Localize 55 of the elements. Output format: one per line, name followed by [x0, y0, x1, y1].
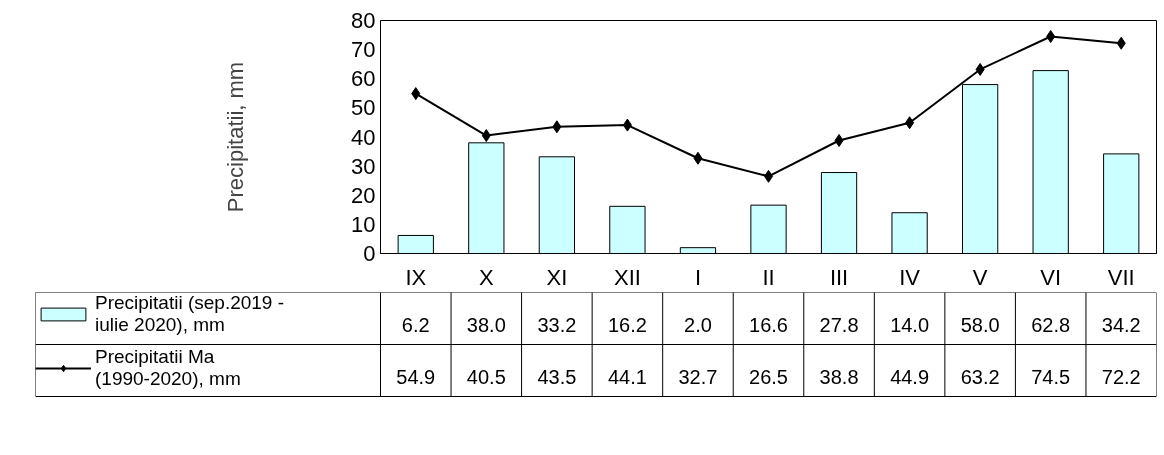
data-label: 2.0: [684, 313, 712, 336]
point: [693, 151, 703, 165]
x-tick-label: XI: [546, 264, 568, 290]
x-tick-label: VII: [1107, 264, 1135, 290]
point: [552, 120, 562, 134]
legend-label: Precipitatii Ma (1990-2020), mm: [95, 346, 241, 390]
data-label: 33.2: [537, 313, 577, 336]
data-label: 16.2: [607, 313, 647, 336]
x-tick-label: XII: [613, 264, 641, 290]
data-label: 44.9: [890, 365, 930, 388]
point: [975, 62, 985, 76]
data-label: 38.0: [466, 313, 506, 336]
y-tick-label: 50: [351, 95, 376, 121]
x-tick-label: V: [972, 264, 988, 290]
point: [481, 129, 491, 143]
x-tick-label: IV: [899, 264, 921, 290]
y-tick-label: 10: [351, 211, 376, 237]
data-label: 6.2: [401, 313, 430, 336]
data-label: 27.8: [819, 313, 859, 336]
data-label: 34.2: [1101, 313, 1141, 336]
x-tick-label: II: [762, 264, 775, 290]
y-tick-label: 80: [351, 8, 376, 33]
data-label: 63.2: [960, 365, 1000, 388]
point: [834, 133, 844, 147]
y-tick-label: 30: [351, 153, 376, 179]
data-label: 44.1: [607, 365, 647, 388]
y-tick-label: 0: [363, 241, 376, 266]
data-label: 58.0: [960, 313, 1000, 336]
y-tick-label: 70: [351, 37, 376, 63]
point: [1116, 36, 1126, 50]
data-label: 54.9: [396, 365, 436, 388]
data-label: 38.8: [819, 365, 859, 388]
data-label: 72.2: [1101, 365, 1141, 388]
data-label: 14.0: [890, 313, 930, 336]
legend-label: Precipitatii (sep.2019 - iulie 2020), mm: [95, 292, 285, 336]
y-tick-label: 40: [351, 124, 376, 150]
data-label: 62.8: [1031, 313, 1071, 336]
point: [905, 116, 915, 130]
y-axis-title: Precipitatii, mm: [223, 61, 249, 213]
data-label: 43.5: [537, 365, 577, 388]
y-tick-label: 60: [351, 66, 376, 92]
x-tick-label: I: [694, 264, 702, 290]
x-tick-label: X: [478, 264, 494, 290]
x-tick-label: VI: [1040, 264, 1062, 290]
y-tick-label: 20: [351, 182, 376, 208]
data-label: 26.5: [749, 365, 788, 388]
x-tick-label: IX: [405, 264, 427, 290]
point: [622, 118, 632, 132]
data-label: 16.6: [749, 313, 788, 336]
x-tick-label: III: [829, 264, 849, 290]
data-label: 40.5: [466, 365, 506, 388]
point: [1046, 30, 1056, 44]
data-label: 74.5: [1031, 365, 1071, 388]
data-label: 32.7: [678, 365, 718, 388]
point: [411, 87, 421, 101]
